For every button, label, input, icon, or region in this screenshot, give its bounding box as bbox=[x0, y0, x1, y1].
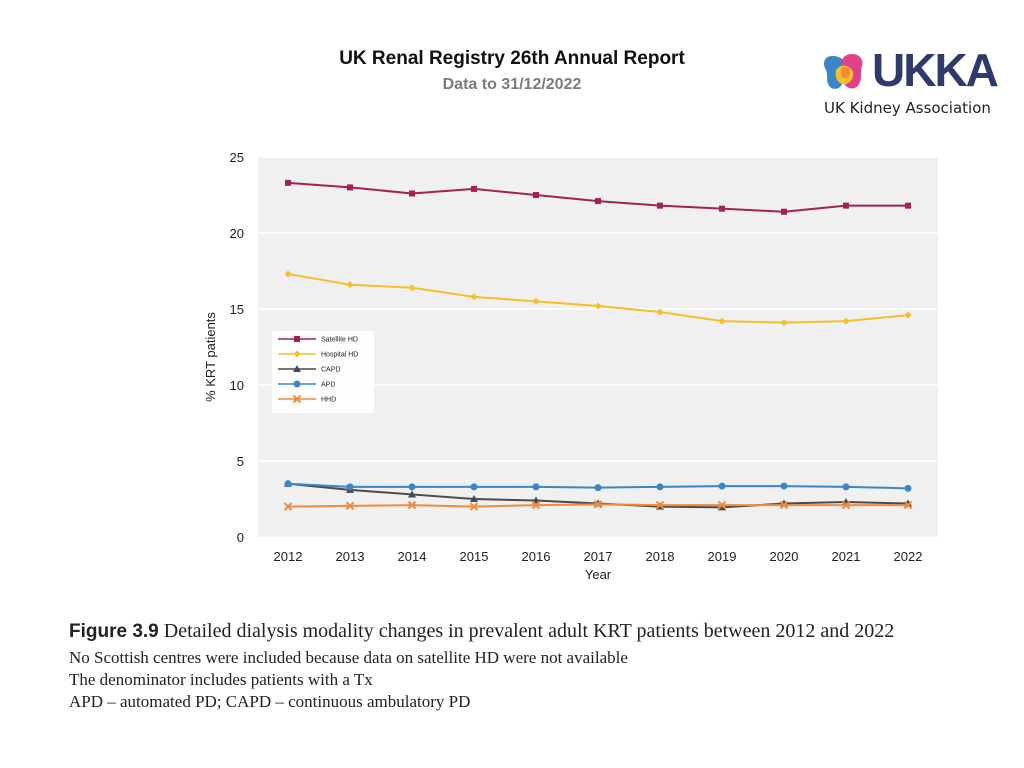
series-satellite-hd bbox=[285, 179, 911, 215]
data-point bbox=[470, 495, 478, 502]
legend-label: APD bbox=[321, 382, 335, 389]
chart-legend: Satellite HD Hospital HD CAPD APD HHD bbox=[272, 331, 374, 413]
caption-note: APD – automated PD; CAPD – continuous am… bbox=[69, 692, 471, 711]
x-tick-label: 2019 bbox=[708, 549, 737, 564]
legend-label: HHD bbox=[321, 397, 336, 404]
data-point bbox=[594, 302, 602, 310]
chart-svg: 0 5 10 15 20 25 2012 2013 2014 2015 2016 2017 2018 20… bbox=[203, 150, 938, 582]
x-tick-label: 2014 bbox=[398, 549, 427, 564]
logo-tagline: UK Kidney Association bbox=[824, 99, 991, 117]
data-point bbox=[717, 500, 727, 510]
data-point bbox=[903, 500, 913, 510]
y-tick-label: 20 bbox=[230, 226, 244, 241]
ukka-logo: UKKA UK Kidney Association bbox=[822, 44, 999, 122]
series-hospital-hd bbox=[284, 270, 912, 327]
data-point bbox=[531, 500, 541, 510]
caption-heading: Figure 3.9 Detailed dialysis modality ch… bbox=[69, 616, 989, 647]
modality-line-chart: 0 5 10 15 20 25 2012 2013 2014 2015 2016 2017 2018 20… bbox=[195, 145, 955, 590]
data-point bbox=[285, 179, 291, 186]
data-point bbox=[293, 350, 301, 358]
data-point bbox=[283, 502, 293, 511]
caption-note: No Scottish centres were included becaus… bbox=[69, 648, 628, 667]
data-point bbox=[346, 281, 354, 289]
data-point bbox=[780, 319, 788, 327]
data-point bbox=[842, 317, 850, 325]
data-point bbox=[347, 184, 353, 191]
data-point bbox=[593, 500, 603, 509]
x-tick-label: 2015 bbox=[460, 549, 489, 564]
data-point bbox=[594, 484, 602, 492]
figure-label: Figure 3.9 bbox=[69, 621, 159, 642]
data-point bbox=[842, 483, 850, 491]
data-point bbox=[471, 185, 477, 192]
data-point bbox=[345, 501, 355, 511]
y-tick-label: 10 bbox=[230, 378, 244, 393]
data-point bbox=[718, 503, 726, 511]
data-point bbox=[293, 365, 301, 372]
data-point bbox=[779, 500, 789, 510]
data-point bbox=[718, 317, 726, 325]
legend-label: Hospital HD bbox=[321, 352, 358, 359]
y-tick-label: 0 bbox=[237, 530, 244, 545]
data-point bbox=[719, 205, 725, 212]
x-tick-label: 2021 bbox=[832, 549, 861, 564]
series-hhd bbox=[283, 500, 913, 511]
x-axis-label: Year bbox=[585, 567, 612, 582]
figure-title: Detailed dialysis modality changes in pr… bbox=[163, 620, 895, 642]
data-point bbox=[294, 336, 300, 342]
report-subtitle: Data to 31/12/2022 bbox=[442, 76, 582, 93]
data-point bbox=[408, 483, 416, 491]
data-point bbox=[346, 483, 354, 491]
series-apd bbox=[284, 480, 912, 492]
x-tick-label: 2012 bbox=[274, 549, 303, 564]
data-point bbox=[595, 198, 601, 205]
data-point bbox=[781, 208, 787, 215]
x-tick-label: 2020 bbox=[770, 549, 799, 564]
data-point bbox=[292, 394, 302, 404]
data-point bbox=[284, 270, 292, 278]
data-point bbox=[780, 482, 788, 490]
data-point bbox=[904, 311, 912, 319]
x-tick-label: 2013 bbox=[336, 549, 365, 564]
data-point bbox=[718, 482, 726, 490]
data-point bbox=[656, 483, 664, 491]
data-point bbox=[470, 483, 478, 491]
data-point bbox=[533, 192, 539, 198]
data-point bbox=[408, 490, 416, 498]
y-tick-label: 25 bbox=[230, 150, 244, 165]
data-point bbox=[655, 500, 665, 510]
data-point bbox=[657, 202, 663, 209]
data-point bbox=[532, 483, 540, 491]
x-tick-label: 2022 bbox=[894, 549, 923, 564]
data-point bbox=[470, 293, 478, 301]
kidney-logo-icon bbox=[824, 54, 863, 89]
data-point bbox=[407, 500, 417, 510]
data-point bbox=[843, 202, 849, 209]
data-point bbox=[469, 502, 479, 511]
data-point bbox=[841, 500, 851, 510]
data-point bbox=[905, 202, 911, 209]
data-point bbox=[656, 308, 664, 316]
data-point bbox=[284, 480, 292, 488]
y-tick-label: 15 bbox=[230, 302, 244, 317]
figure-caption: Figure 3.9 Detailed dialysis modality ch… bbox=[69, 616, 989, 713]
data-point bbox=[408, 284, 416, 292]
legend-label: CAPD bbox=[321, 367, 340, 374]
x-tick-label: 2017 bbox=[584, 549, 613, 564]
report-title: UK Renal Registry 26th Annual Report bbox=[339, 48, 685, 69]
legend-label: Satellite HD bbox=[321, 337, 358, 344]
data-point bbox=[409, 190, 415, 197]
caption-note: The denominator includes patients with a… bbox=[69, 670, 373, 689]
y-tick-label: 5 bbox=[237, 454, 244, 469]
data-point bbox=[293, 380, 301, 388]
x-tick-label: 2018 bbox=[646, 549, 675, 564]
data-point bbox=[904, 484, 912, 492]
logo-wordmark: UKKA bbox=[872, 44, 999, 96]
data-point bbox=[532, 297, 540, 305]
x-tick-label: 2016 bbox=[522, 549, 551, 564]
y-axis-label: % KRT patients bbox=[203, 312, 218, 402]
